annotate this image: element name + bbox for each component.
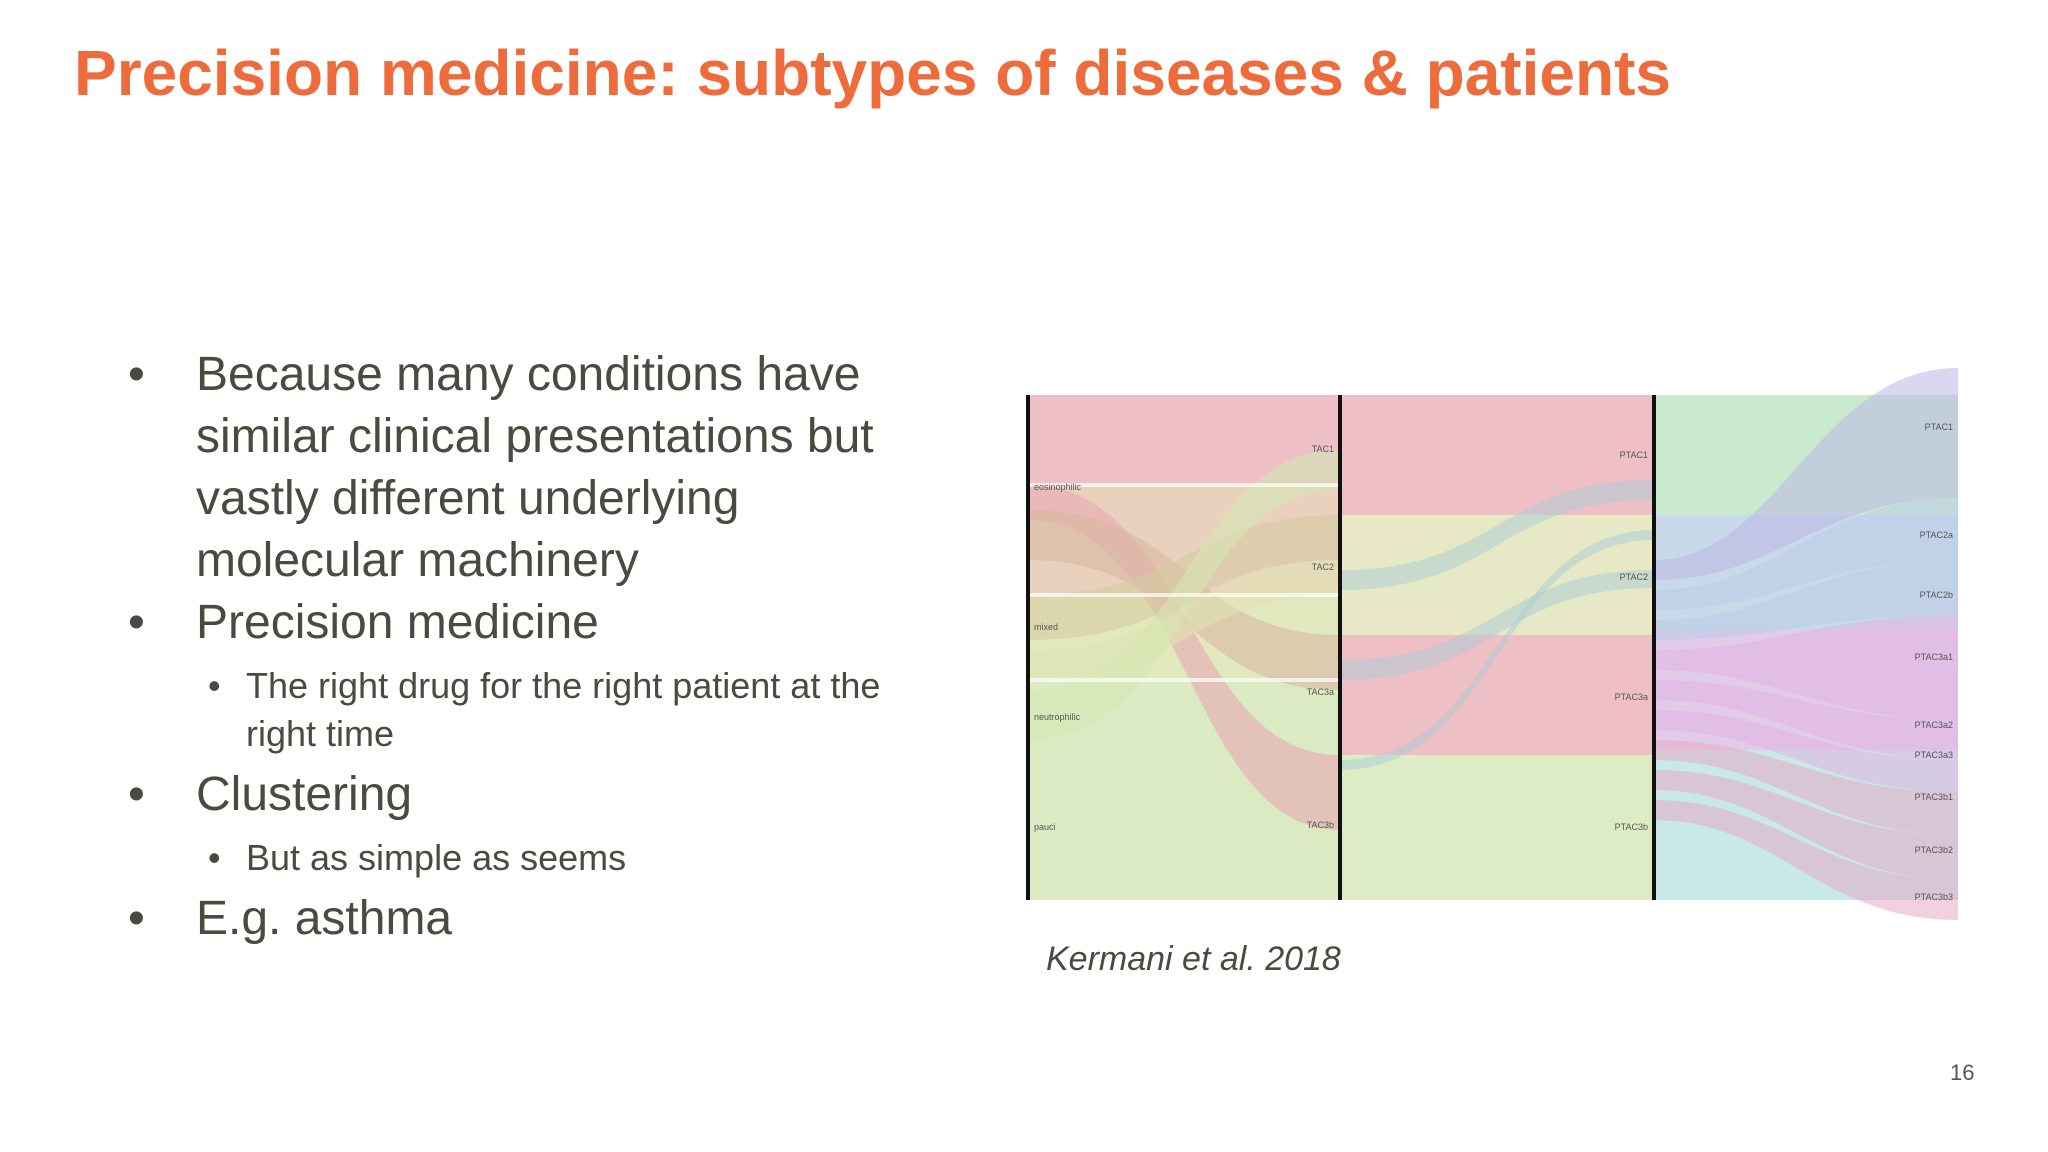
sankey-node-label: PTAC2 <box>1620 572 1648 582</box>
sankey-flow <box>1654 560 1958 640</box>
bullet-text: E.g. asthma <box>196 892 453 945</box>
bullet-glyph: • <box>208 665 221 706</box>
bullet-list: • Because many conditions have similar c… <box>128 344 948 950</box>
sankey-node-label: PTAC2a <box>1920 530 1953 540</box>
sankey-node-label: PTAC1 <box>1925 422 1953 432</box>
bullet-text: Precision medicine <box>196 596 599 649</box>
bullet-glyph: • <box>128 596 145 649</box>
sankey-flow <box>1654 368 1958 580</box>
sankey-gap <box>1028 483 1340 487</box>
sankey-node-band <box>1340 755 1654 900</box>
sub-bullet-item: • The right drug for the right patient a… <box>128 662 948 758</box>
sankey-flow <box>1654 498 1958 610</box>
sankey-node-label: mixed <box>1034 622 1058 632</box>
sankey-figure: eosinophilic mixed neutrophilic pauci TAC1 TA… <box>1018 360 1962 920</box>
bullet-item: • Precision medicine <box>128 592 948 654</box>
sankey-gap <box>1028 678 1340 682</box>
sankey-node-label: PTAC3a1 <box>1915 652 1953 662</box>
sankey-flow <box>1654 680 1958 760</box>
sankey-column-bar <box>1338 395 1342 900</box>
bullet-item: • Because many conditions have similar c… <box>128 344 948 592</box>
bullet-item: • Clustering <box>128 764 948 826</box>
sankey-flow <box>1340 480 1654 590</box>
bullet-text: Because many conditions have similar cli… <box>196 348 874 587</box>
slide-title: Precision medicine: subtypes of diseases… <box>74 37 1671 109</box>
sankey-node-label: PTAC3b <box>1615 822 1648 832</box>
sankey-diagram: eosinophilic mixed neutrophilic pauci TAC1 TA… <box>1026 368 1962 920</box>
bullet-glyph: • <box>128 892 145 945</box>
sankey-node-label: PTAC3a3 <box>1915 750 1953 760</box>
sankey-node-label: PTAC3a2 <box>1915 720 1953 730</box>
sankey-node-label: PTAC3b1 <box>1915 792 1953 802</box>
sankey-node-label: TAC2 <box>1312 562 1334 572</box>
sankey-flow <box>1028 485 1340 830</box>
sankey-node-label: PTAC2b <box>1920 590 1953 600</box>
figure-caption: Kermani et al. 2018 <box>1046 940 1341 978</box>
bullet-glyph: • <box>128 348 145 401</box>
sankey-node-label: eosinophilic <box>1034 482 1082 492</box>
sankey-flow <box>1028 560 1340 680</box>
sankey-node-label: PTAC3a <box>1615 692 1648 702</box>
sankey-flow <box>1654 615 1958 720</box>
sankey-node-label: PTAC3b3 <box>1915 892 1953 902</box>
sankey-gap <box>1028 593 1340 597</box>
sankey-node-label: TAC1 <box>1312 444 1334 454</box>
sankey-flow <box>1654 770 1958 880</box>
sankey-node-label: PTAC3b2 <box>1915 845 1953 855</box>
sankey-node-label: neutrophilic <box>1034 712 1081 722</box>
sankey-flow <box>1654 800 1958 920</box>
bullet-glyph: • <box>128 768 145 821</box>
sankey-flow <box>1654 710 1958 792</box>
sub-bullet-item: • But as simple as seems <box>128 834 948 882</box>
bullet-text: Clustering <box>196 768 413 821</box>
sankey-flow <box>1654 740 1958 835</box>
sub-bullet-text: But as simple as seems <box>246 837 627 878</box>
bullet-glyph: • <box>208 837 221 878</box>
sankey-node-label: PTAC1 <box>1620 450 1648 460</box>
sankey-flow <box>1340 570 1654 680</box>
sankey-column-bar <box>1026 395 1030 900</box>
page-number: 16 <box>1950 1060 1975 1085</box>
sankey-column-bar <box>1652 395 1656 900</box>
sankey-node-label: TAC3b <box>1307 820 1334 830</box>
sankey-node-label: pauci <box>1034 822 1056 832</box>
sankey-flow <box>1340 530 1654 770</box>
sankey-node-label: TAC3a <box>1307 687 1334 697</box>
sub-bullet-text: The right drug for the right patient at … <box>246 665 881 754</box>
bullet-item: • E.g. asthma <box>128 888 948 950</box>
